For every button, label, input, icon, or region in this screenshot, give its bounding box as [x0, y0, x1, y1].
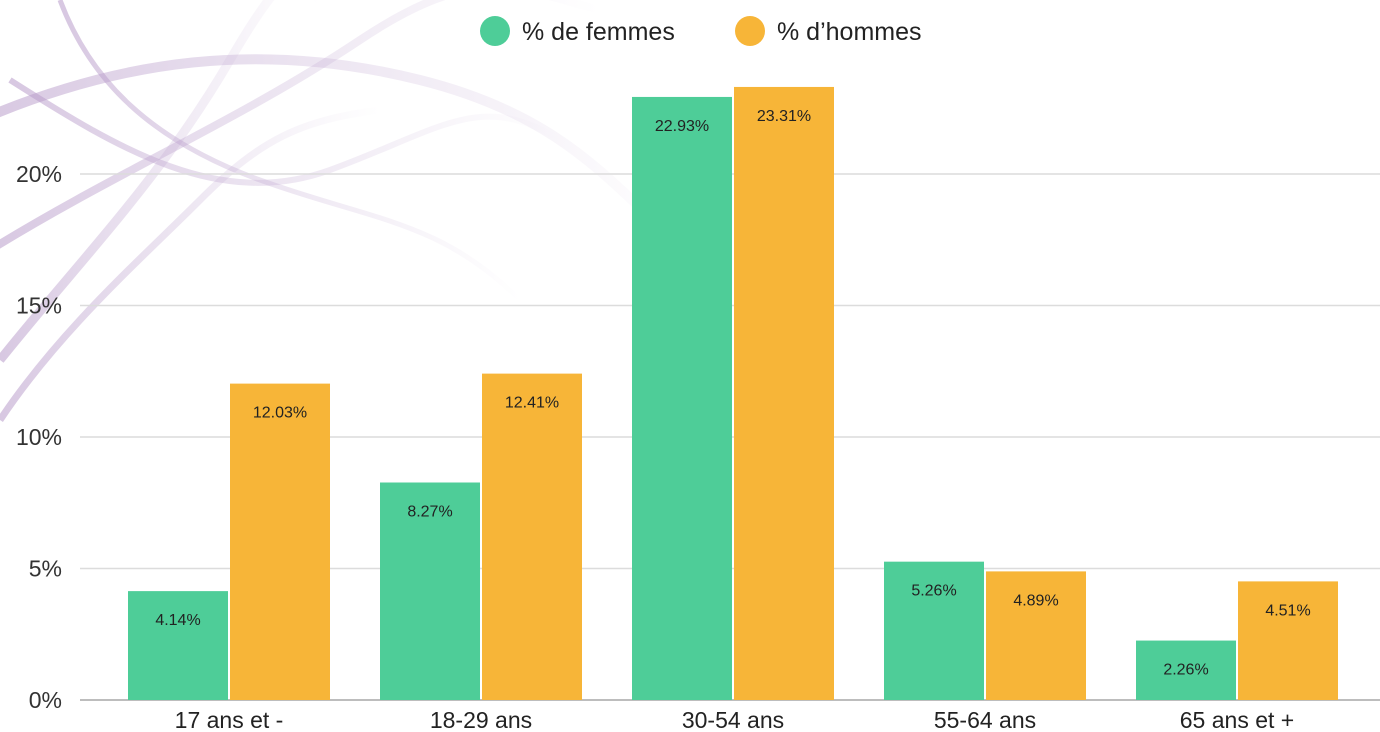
y-tick-label: 20% — [16, 161, 62, 187]
y-tick-label: 15% — [16, 293, 62, 319]
bar-hommes-3 — [986, 571, 1086, 700]
bar-femmes-2 — [632, 97, 732, 700]
bar-hommes-2 — [734, 87, 834, 700]
legend-swatch-femmes — [480, 16, 510, 46]
legend-swatch-hommes — [735, 16, 765, 46]
x-category-label: 65 ans et + — [1180, 707, 1294, 732]
data-label: 4.51% — [1265, 602, 1310, 619]
data-label: 2.26% — [1163, 662, 1208, 679]
bar-hommes-4 — [1238, 581, 1338, 700]
x-category-label: 17 ans et - — [175, 707, 284, 732]
data-label: 4.89% — [1013, 592, 1058, 609]
data-label: 4.14% — [155, 612, 200, 629]
legend-label-femmes: % de femmes — [522, 18, 675, 46]
y-tick-label: 10% — [16, 424, 62, 450]
y-tick-label: 0% — [29, 687, 62, 713]
x-axis-categories: 17 ans et - 18-29 ans 30-54 ans 55-64 ans 65… — [175, 707, 1295, 732]
background-swirl-decoration — [0, 0, 700, 420]
data-label: 23.31% — [757, 108, 811, 125]
bar-hommes-0 — [230, 384, 330, 700]
data-label: 12.41% — [505, 395, 559, 412]
y-axis-ticks: 0% 5% 10% 15% 20% — [16, 161, 62, 713]
y-tick-label: 5% — [29, 556, 62, 582]
data-label: 5.26% — [911, 583, 956, 600]
bar-hommes-1 — [482, 374, 582, 700]
x-category-label: 18-29 ans — [430, 707, 532, 732]
legend: % de femmes % d’hommes — [480, 16, 922, 46]
x-category-label: 55-64 ans — [934, 707, 1036, 732]
x-category-label: 30-54 ans — [682, 707, 784, 732]
data-label: 8.27% — [407, 503, 452, 520]
bar-femmes-0 — [128, 591, 228, 700]
data-label: 22.93% — [655, 118, 709, 135]
legend-label-hommes: % d’hommes — [777, 18, 922, 46]
data-label: 12.03% — [253, 405, 307, 422]
